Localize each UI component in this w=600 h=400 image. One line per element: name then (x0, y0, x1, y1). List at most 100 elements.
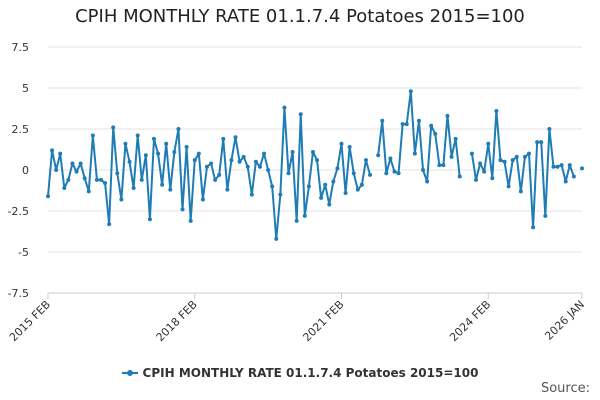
data-point[interactable] (310, 149, 315, 154)
data-point[interactable] (233, 135, 238, 140)
data-point[interactable] (429, 123, 434, 128)
data-point[interactable] (82, 176, 87, 181)
data-point[interactable] (400, 122, 405, 127)
data-point[interactable] (421, 168, 426, 172)
data-point[interactable] (111, 125, 116, 130)
data-point[interactable] (147, 217, 152, 222)
legend[interactable]: CPIH MONTHLY RATE 01.1.7.4 Potatoes 2015… (0, 366, 600, 380)
data-point[interactable] (441, 163, 446, 168)
data-point[interactable] (306, 184, 311, 189)
data-point[interactable] (262, 151, 267, 156)
data-point[interactable] (339, 141, 344, 146)
data-point[interactable] (315, 158, 320, 163)
data-point[interactable] (58, 151, 63, 156)
data-point[interactable] (445, 113, 450, 118)
data-point[interactable] (498, 158, 503, 163)
data-point[interactable] (204, 164, 209, 169)
data-point[interactable] (363, 158, 368, 163)
data-point[interactable] (355, 187, 360, 192)
data-point[interactable] (351, 171, 356, 176)
data-point[interactable] (266, 168, 271, 172)
data-point[interactable] (416, 118, 421, 123)
data-point[interactable] (103, 181, 108, 186)
data-point[interactable] (486, 141, 491, 146)
data-point[interactable] (494, 108, 499, 113)
data-point[interactable] (543, 213, 548, 218)
data-point[interactable] (522, 154, 527, 159)
data-point[interactable] (135, 133, 140, 138)
data-point[interactable] (535, 140, 540, 145)
data-point[interactable] (62, 186, 67, 191)
data-point[interactable] (331, 179, 336, 184)
data-point[interactable] (298, 112, 303, 117)
data-point[interactable] (54, 168, 59, 172)
data-point[interactable] (225, 187, 230, 192)
data-point[interactable] (567, 163, 572, 168)
data-point[interactable] (555, 164, 560, 169)
data-point[interactable] (531, 225, 536, 230)
data-point[interactable] (506, 184, 511, 189)
data-point[interactable] (478, 161, 483, 166)
data-point[interactable] (571, 174, 576, 179)
data-point[interactable] (294, 218, 299, 223)
data-point[interactable] (380, 118, 385, 123)
data-point[interactable] (168, 187, 173, 192)
data-point[interactable] (131, 186, 136, 191)
data-point[interactable] (237, 159, 242, 164)
data-point[interactable] (514, 154, 519, 159)
data-point[interactable] (98, 177, 103, 182)
data-point[interactable] (46, 194, 50, 199)
data-point[interactable] (404, 122, 409, 127)
data-point[interactable] (384, 171, 389, 176)
data-point[interactable] (241, 154, 246, 159)
data-point[interactable] (319, 195, 324, 200)
data-point[interactable] (164, 141, 169, 146)
data-point[interactable] (176, 127, 181, 131)
data-point[interactable] (245, 164, 250, 169)
data-point[interactable] (86, 189, 91, 194)
data-point[interactable] (474, 177, 479, 182)
data-point[interactable] (160, 182, 165, 187)
data-point[interactable] (335, 166, 340, 171)
data-point[interactable] (66, 177, 71, 182)
data-point[interactable] (192, 158, 197, 163)
data-point[interactable] (518, 189, 523, 194)
data-point[interactable] (510, 158, 515, 163)
data-point[interactable] (229, 158, 234, 163)
data-point[interactable] (139, 177, 144, 182)
data-point[interactable] (213, 177, 218, 182)
data-point[interactable] (119, 197, 124, 202)
data-point[interactable] (482, 169, 487, 174)
data-point[interactable] (327, 202, 332, 207)
data-point[interactable] (188, 218, 193, 223)
data-point[interactable] (368, 172, 373, 177)
data-point[interactable] (437, 163, 442, 168)
data-point[interactable] (388, 156, 393, 161)
data-point[interactable] (221, 136, 226, 141)
data-point[interactable] (209, 161, 214, 166)
data-point[interactable] (347, 145, 352, 150)
data-point[interactable] (563, 179, 568, 184)
data-point[interactable] (490, 176, 495, 181)
data-point[interactable] (180, 207, 185, 212)
data-point[interactable] (127, 159, 132, 164)
data-point[interactable] (547, 127, 552, 131)
data-point[interactable] (551, 164, 556, 169)
data-point[interactable] (278, 192, 283, 197)
data-point[interactable] (502, 159, 507, 164)
data-point[interactable] (425, 179, 430, 184)
data-point[interactable] (217, 172, 222, 177)
data-point[interactable] (78, 161, 83, 166)
data-point[interactable] (74, 169, 79, 174)
data-point[interactable] (172, 149, 177, 154)
data-point[interactable] (457, 174, 462, 179)
data-point[interactable] (123, 141, 128, 146)
data-point[interactable] (196, 151, 201, 156)
data-point[interactable] (376, 153, 381, 158)
data-point[interactable] (270, 184, 275, 189)
data-point[interactable] (70, 161, 75, 166)
data-point[interactable] (286, 171, 291, 176)
data-point[interactable] (449, 154, 454, 159)
data-point[interactable] (156, 151, 161, 156)
data-point[interactable] (527, 151, 532, 156)
